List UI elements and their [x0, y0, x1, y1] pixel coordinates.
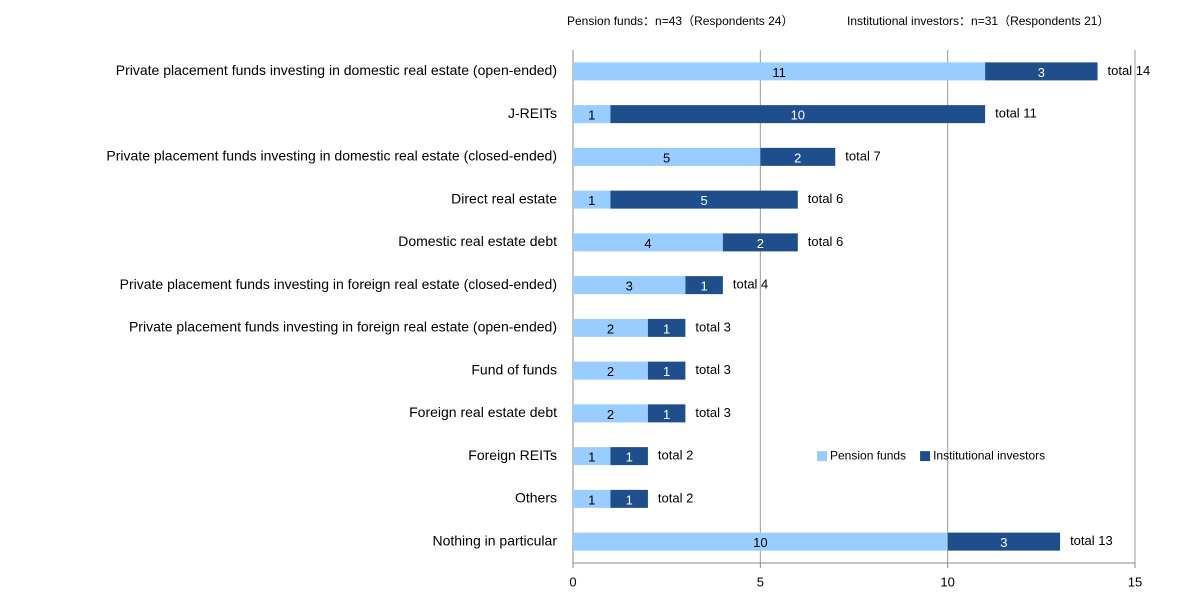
bar-segment — [722, 233, 798, 252]
bar-segment — [610, 105, 986, 124]
value-label: 4 — [644, 236, 651, 251]
category-label: Domestic real estate debt — [398, 233, 557, 249]
category-label: Fund of funds — [471, 361, 557, 377]
category-label: Nothing in particular — [432, 532, 557, 548]
bar-segment — [610, 489, 648, 508]
bar-segment — [573, 489, 611, 508]
total-label: total 3 — [695, 362, 730, 377]
bar-segment — [573, 147, 761, 166]
value-label: 2 — [607, 321, 614, 336]
bar-segment — [610, 447, 648, 466]
value-label: 11 — [772, 65, 786, 80]
bar-segment — [573, 105, 611, 124]
value-label: 5 — [663, 150, 670, 165]
value-label: 2 — [757, 236, 764, 251]
category-label: Private placement funds investing in for… — [129, 319, 557, 335]
category-label: Foreign REITs — [468, 447, 557, 463]
category-label: Direct real estate — [451, 190, 557, 206]
value-label: 3 — [1038, 65, 1045, 80]
total-label: total 14 — [1108, 63, 1151, 78]
value-label: 10 — [753, 535, 767, 550]
value-label: 3 — [1000, 535, 1007, 550]
total-label: total 6 — [808, 234, 843, 249]
bar-segment — [573, 233, 723, 252]
bar-segment — [610, 190, 798, 209]
legend-swatch — [817, 451, 827, 462]
bar-segment — [573, 318, 648, 337]
bar-segment — [760, 147, 836, 166]
bar-segment — [947, 532, 1061, 551]
total-label: total 2 — [658, 448, 693, 463]
x-tick-label: 10 — [940, 574, 954, 589]
bar-segment — [573, 276, 686, 295]
value-label: 2 — [607, 364, 614, 379]
value-label: 1 — [663, 364, 670, 379]
bar-segment — [573, 447, 611, 466]
value-label: 1 — [588, 108, 595, 123]
value-label: 1 — [588, 492, 595, 507]
bar-segment — [647, 361, 686, 380]
total-label: total 7 — [845, 148, 880, 163]
bar-segment — [573, 532, 948, 551]
category-label: J-REITs — [508, 105, 557, 121]
bar-segment — [573, 404, 648, 423]
x-tick-label: 0 — [569, 574, 576, 589]
value-label: 2 — [794, 150, 801, 165]
category-label: Private placement funds investing in dom… — [116, 62, 557, 78]
value-label: 5 — [701, 193, 708, 208]
total-label: total 3 — [695, 405, 730, 420]
bar-segment — [647, 318, 686, 337]
legend-swatch — [920, 451, 931, 462]
value-label: 1 — [663, 321, 670, 336]
bar-segment — [573, 190, 611, 209]
subtitle: Institutional investors：n=31（Respondents… — [847, 14, 1109, 28]
value-label: 1 — [626, 492, 633, 507]
value-label: 10 — [791, 108, 805, 123]
category-label: Foreign real estate debt — [409, 404, 557, 420]
category-label: Private placement funds investing in for… — [120, 276, 557, 292]
category-label: Private placement funds investing in dom… — [106, 148, 557, 164]
value-label: 1 — [588, 193, 595, 208]
total-label: total 6 — [808, 191, 843, 206]
total-label: total 4 — [733, 277, 768, 292]
bar-segment — [985, 62, 1098, 81]
subtitle: Pension funds：n=43（Respondents 24） — [567, 14, 793, 28]
total-label: total 13 — [1070, 533, 1113, 548]
x-tick-label: 5 — [757, 574, 764, 589]
value-label: 1 — [663, 407, 670, 422]
bar-segment — [573, 62, 986, 81]
value-label: 2 — [607, 407, 614, 422]
category-label: Others — [515, 490, 557, 506]
total-label: total 3 — [695, 319, 730, 334]
legend-label: Pension funds — [830, 448, 906, 462]
bar-segment — [647, 404, 686, 423]
total-label: total 2 — [658, 490, 693, 505]
value-label: 1 — [588, 450, 595, 465]
value-label: 1 — [626, 450, 633, 465]
bar-segment — [573, 361, 648, 380]
bar-segment — [685, 276, 723, 295]
total-label: total 11 — [995, 106, 1037, 121]
value-label: 1 — [701, 279, 708, 294]
value-label: 3 — [626, 279, 633, 294]
legend-label: Institutional investors — [933, 448, 1045, 462]
x-tick-label: 15 — [1128, 574, 1142, 589]
